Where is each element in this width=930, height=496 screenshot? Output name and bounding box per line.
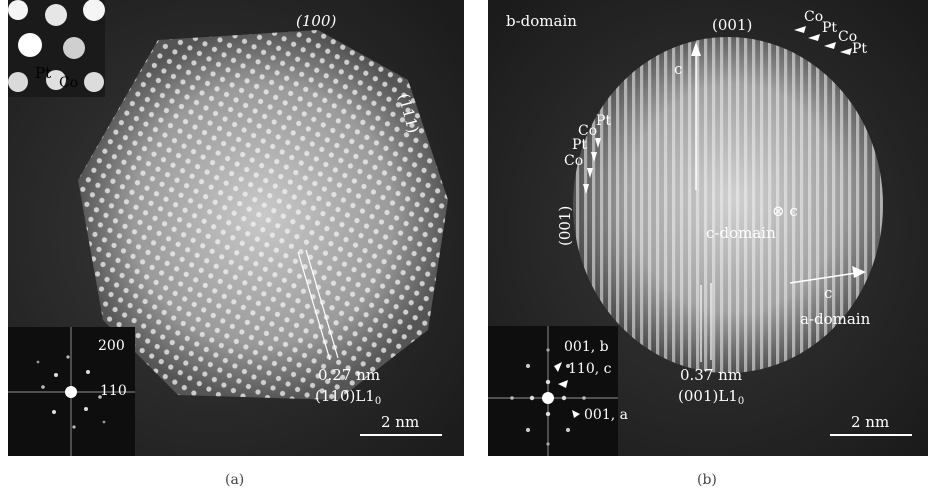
fft-110c-label: 110, c [568,361,612,377]
fft-110-label: 110 [100,383,127,399]
scale-label-a: 2 nm [381,413,420,431]
atom-inset-a: Pt Co [8,0,105,97]
atom-top-pt-2: Pt [852,41,868,57]
atom-left-pt-2: Pt [572,137,588,153]
atom-top-pt-1: Pt [822,20,838,36]
scale-label-b: 2 nm [851,413,890,431]
b-domain-label: b-domain [506,12,577,30]
plane-label-b: (001)L10 [678,387,745,407]
spacing-label-a: 0.27 nm [318,366,381,384]
c-domain-label: c-domain [706,224,776,242]
a-domain-label: a-domain [800,310,871,328]
caption-a: (a) [225,472,245,488]
fft-001a-label: 001, a [584,407,628,423]
fft-200-label: 200 [98,338,125,354]
facet-001-top-label: (001) [712,16,753,34]
plane-label-a: (110)L10 [315,387,382,407]
fft-001b-label: 001, b [564,339,609,355]
atom-left-pt-1: Pt [596,113,612,129]
panel-a-image [8,0,464,456]
facet-001-left-label: (001) [556,205,574,246]
atom-left-co-2: Co [564,153,584,169]
atom-left-co-1: Co [578,123,598,139]
inset-co-label: Co [59,75,79,91]
inset-pt-label: Pt [35,64,52,82]
atom-top-co-1: Co [804,9,824,25]
micrograph-panel-b: b-domain (001) c Co Pt Co Pt Pt Co Pt Co… [488,0,928,456]
panel-b-image [488,0,928,456]
fft-inset-b [488,326,618,456]
c-axis-right-label: c [824,284,833,302]
spacing-label-b: 0.37 nm [680,366,743,384]
facet-100-label: (100) [296,12,337,30]
caption-b: (b) [697,472,717,488]
c-axis-center-label: ⊗ c [772,202,798,220]
micrograph-panel-a: Pt Co 200 110 (100) (111) 0.27 nm (110)L… [8,0,464,456]
atom-top-co-2: Co [838,29,858,45]
fft-inset-a: 200 110 [8,327,135,456]
c-axis-top-label: c [674,60,683,78]
